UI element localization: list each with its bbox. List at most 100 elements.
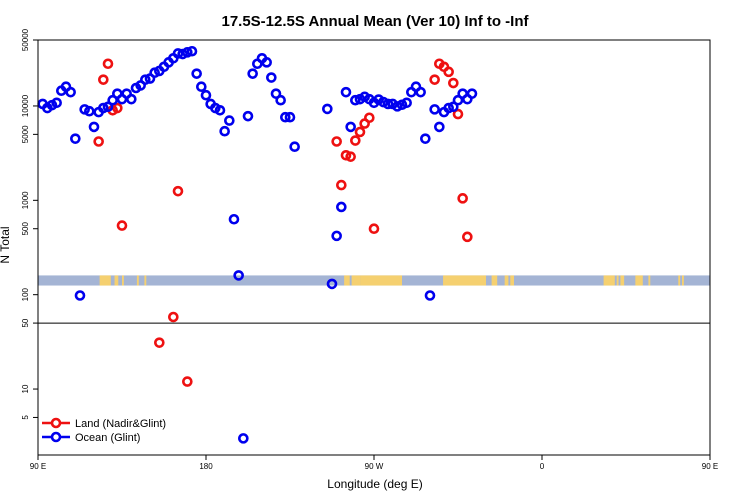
land-point (462, 231, 473, 243)
y-tick-label: 5000 (21, 125, 30, 143)
map-strip (38, 275, 710, 286)
map-strip-land (360, 275, 402, 286)
ocean-point (275, 94, 286, 106)
y-tick-label: 500 (21, 222, 30, 236)
ocean-point (261, 57, 272, 68)
ocean-point (98, 102, 109, 114)
ocean-point (238, 433, 249, 444)
land-point (368, 223, 380, 235)
map-strip-land (144, 275, 147, 286)
ocean-point (233, 270, 244, 281)
land-point (331, 136, 342, 147)
legend-marker (50, 417, 62, 429)
ocean-point (340, 86, 352, 98)
map-strip-land (99, 275, 111, 286)
ocean-point (424, 290, 436, 301)
land-point (452, 108, 464, 120)
ocean-point (345, 121, 356, 133)
land-point (102, 58, 114, 70)
ocean-point (350, 94, 361, 106)
ocean-point (336, 201, 347, 213)
ocean-point (200, 89, 212, 101)
y-tick-label: 50000 (21, 28, 30, 51)
axes: 5 10 50 100 500 1000 5000 10000 50000 90 E 180 90 W… (21, 28, 718, 471)
ocean-point (65, 86, 76, 98)
ocean-point (107, 94, 118, 106)
map-strip-land (351, 275, 361, 286)
map-strip-land (616, 275, 619, 286)
map-strip-land (678, 275, 681, 286)
ocean-point (266, 72, 277, 83)
x-tick-label: 90 E (702, 462, 718, 471)
legend-label: Land (Nadir&Glint) (75, 418, 166, 430)
ocean-point (326, 278, 338, 290)
ocean-point (401, 97, 412, 109)
land-point (350, 135, 361, 146)
ocean-point (102, 101, 114, 113)
ocean-point (88, 121, 100, 133)
land-point (172, 185, 184, 197)
ocean-point (331, 230, 342, 242)
ocean-point (196, 81, 207, 92)
map-strip-land (504, 275, 509, 286)
ocean-point (242, 110, 254, 122)
x-tick-label: 90 W (365, 462, 384, 471)
map-strip-land (682, 275, 684, 286)
map-strip-land (635, 275, 643, 286)
land-point (354, 126, 366, 138)
land-point (112, 102, 123, 114)
x-tick-label: 0 (540, 462, 545, 471)
ocean-point (270, 88, 282, 99)
land-point (154, 337, 165, 348)
ocean-point (434, 121, 445, 133)
map-strip-land (491, 275, 498, 286)
ocean-point (443, 102, 454, 114)
y-tick-label: 100 (21, 287, 30, 301)
ocean-point (284, 111, 296, 123)
land-point (364, 112, 375, 124)
legend-marker (50, 431, 62, 443)
land-point (457, 193, 468, 204)
land-point (443, 66, 454, 78)
ocean-point (289, 141, 300, 153)
legend: Land (Nadir&Glint) Ocean (Glint) (42, 417, 166, 444)
ocean-point (420, 133, 431, 144)
ocean-point (448, 101, 459, 113)
ocean-point (74, 290, 86, 301)
chart-title: 17.5S-12.5S Annual Mean (Ver 10) Inf to … (221, 13, 529, 30)
ocean-point (224, 115, 235, 126)
land-point (116, 220, 128, 231)
land-point (182, 376, 193, 387)
land-point (345, 151, 356, 162)
land-point (93, 136, 104, 147)
land-point (336, 179, 347, 191)
land-point (448, 77, 459, 89)
map-strip-land (114, 275, 119, 286)
map-strip-land (136, 275, 139, 286)
y-axis-label: N Total (0, 226, 12, 263)
y-tick-label: 5 (21, 415, 30, 420)
ocean-point (219, 125, 230, 137)
ocean-point (228, 213, 240, 225)
map-strip-land (510, 275, 514, 286)
map-strip-land (603, 275, 615, 286)
map-strip-land (344, 275, 350, 286)
ocean-point (382, 98, 394, 110)
land-point (429, 74, 440, 85)
map-strip-land (648, 275, 651, 286)
plot-frame (37, 39, 711, 456)
land-point (168, 311, 179, 323)
ocean-point (191, 68, 202, 79)
ocean-point (172, 48, 184, 59)
ocean-point (280, 111, 291, 123)
ocean-point (429, 104, 440, 115)
ocean-point (322, 103, 333, 115)
ocean-point (415, 86, 426, 98)
land-point (340, 149, 352, 161)
legend-label: Ocean (Glint) (75, 432, 140, 444)
ocean-point (214, 104, 226, 116)
ocean-point (182, 47, 193, 58)
ocean-point (186, 45, 198, 57)
data-points (37, 45, 478, 444)
